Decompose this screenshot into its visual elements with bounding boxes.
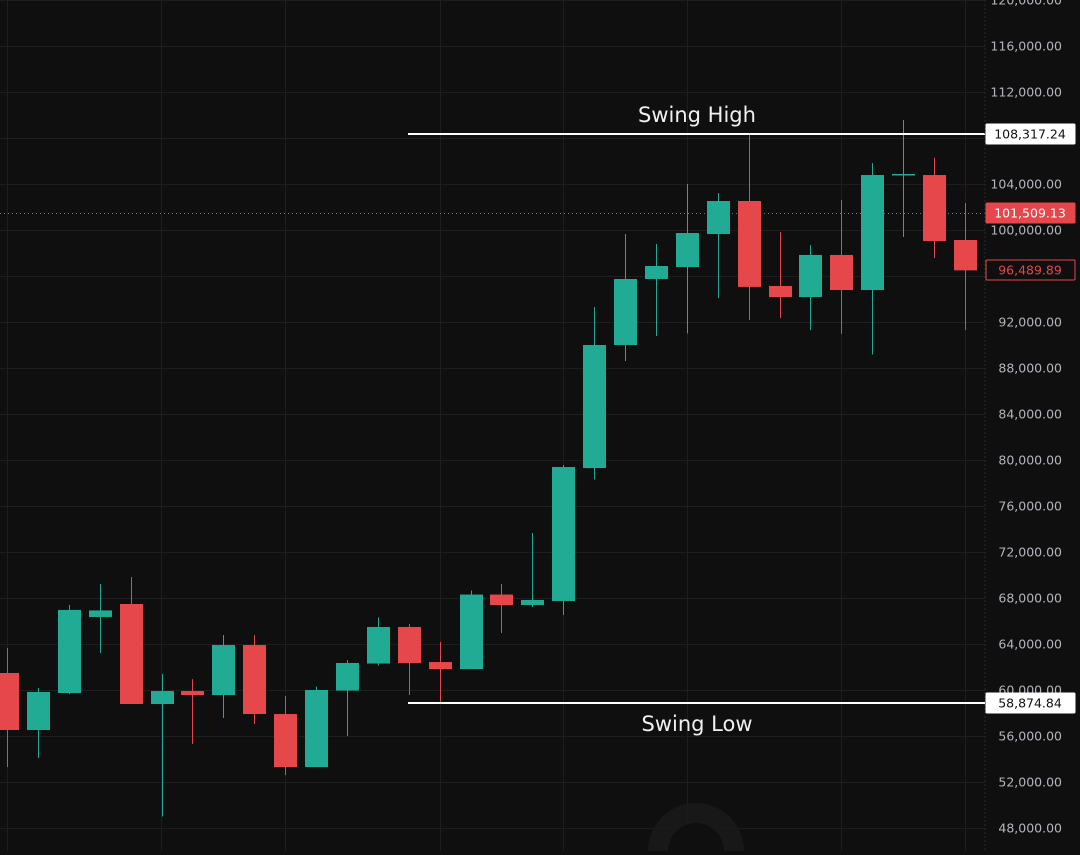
candle: [892, 120, 915, 238]
candle: [398, 623, 421, 696]
current-price-tag: 101,509.13: [985, 202, 1076, 224]
price-tick-label: 88,000.00: [998, 360, 1062, 375]
scroll-to-realtime-button[interactable]: [648, 803, 744, 851]
svg-text:96,489.89: 96,489.89: [998, 263, 1062, 278]
price-tick-label: 56,000.00: [998, 728, 1062, 743]
svg-text:58,874.84: 58,874.84: [998, 696, 1062, 711]
price-tick-label: 48,000.00: [998, 820, 1062, 835]
candle: [243, 635, 266, 725]
candle: [89, 583, 112, 653]
svg-text:108,317.24: 108,317.24: [994, 127, 1066, 142]
annotations-layer: Swing High Swing Low: [0, 103, 985, 736]
candle: [583, 307, 606, 480]
price-tick-label: 92,000.00: [998, 314, 1062, 329]
candle: [830, 199, 853, 334]
swing-low-price-tag: 58,874.84: [985, 692, 1076, 714]
candle: [151, 674, 174, 817]
price-tick-label: 68,000.00: [998, 590, 1062, 605]
candle: [799, 245, 822, 331]
candle: [58, 605, 81, 695]
svg-text:101,509.13: 101,509.13: [994, 206, 1066, 221]
candles-layer: [0, 120, 977, 817]
price-tick-label: 72,000.00: [998, 544, 1062, 559]
candle: [552, 465, 575, 616]
candle: [923, 157, 946, 259]
price-tick-label: 100,000.00: [990, 223, 1062, 238]
last-close-price-tag: 96,489.89: [985, 259, 1076, 281]
price-tick-label: 120,000.00: [990, 0, 1062, 8]
candle: [181, 679, 204, 745]
price-axis[interactable]: 120,000.00 116,000.00 112,000.00 104,000.00…: [990, 0, 1062, 835]
candle: [738, 134, 761, 321]
candle: [645, 244, 668, 337]
price-tick-label: 80,000.00: [998, 452, 1062, 467]
grid-lines: [0, 0, 985, 851]
candle: [490, 583, 513, 633]
candle: [676, 184, 699, 334]
price-tick-label: 64,000.00: [998, 636, 1062, 651]
candle: [614, 234, 637, 361]
price-tick-label: 84,000.00: [998, 406, 1062, 421]
candle: [305, 686, 328, 768]
candle: [367, 617, 390, 666]
candle: [120, 576, 143, 705]
candle: [861, 163, 884, 355]
candle: [769, 231, 792, 318]
price-tick-label: 104,000.00: [990, 177, 1062, 192]
candle: [954, 202, 977, 331]
candle: [521, 533, 544, 607]
price-tick-label: 76,000.00: [998, 498, 1062, 513]
candle: [0, 648, 19, 768]
swing-low-label: Swing Low: [641, 712, 752, 736]
price-axis-tags: 108,317.24 58,874.84 101,509.13 96,489.89: [985, 123, 1076, 714]
price-tick-label: 52,000.00: [998, 774, 1062, 789]
candle: [429, 642, 452, 703]
swing-high-label: Swing High: [638, 103, 756, 127]
price-tick-label: 116,000.00: [990, 39, 1062, 54]
candle: [212, 635, 235, 719]
swing-high-price-tag: 108,317.24: [985, 123, 1076, 145]
candle: [274, 695, 297, 776]
price-tick-label: 112,000.00: [990, 85, 1062, 100]
candle: [27, 688, 50, 758]
candle: [336, 660, 359, 736]
candle: [460, 590, 483, 670]
candle: [707, 192, 730, 298]
